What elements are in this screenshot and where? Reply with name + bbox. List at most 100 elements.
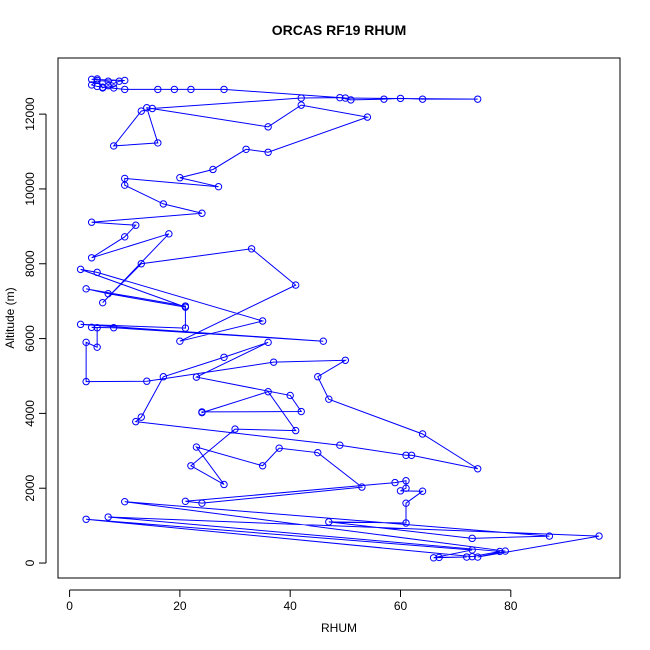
data-point — [198, 209, 206, 217]
data-point — [220, 353, 228, 361]
y-tick-label: 12000 — [23, 97, 37, 131]
data-point — [286, 391, 294, 400]
data-point — [76, 265, 85, 274]
data-point — [297, 407, 305, 416]
data-point — [121, 233, 129, 241]
data-point — [159, 373, 168, 381]
data-point — [341, 94, 350, 102]
data-point — [82, 377, 90, 386]
data-point — [402, 499, 410, 507]
x-tick-label: 80 — [504, 599, 518, 613]
data-point — [82, 285, 90, 293]
data-point — [407, 451, 416, 459]
data-point — [154, 85, 162, 94]
data-point — [496, 547, 504, 556]
data-point — [181, 324, 190, 332]
data-point — [87, 81, 96, 89]
data-point — [264, 148, 272, 156]
data-point — [336, 441, 344, 449]
data-point — [231, 425, 239, 433]
data-point — [258, 462, 267, 470]
data-point — [325, 395, 333, 403]
data-point — [121, 85, 129, 94]
y-tick-label: 2000 — [23, 475, 37, 502]
data-point — [292, 426, 300, 435]
data-point — [82, 338, 90, 347]
data-point — [501, 547, 509, 555]
data-point — [187, 462, 195, 470]
data-point — [314, 448, 322, 457]
data-point — [380, 95, 388, 103]
x-tick-label: 60 — [394, 599, 408, 613]
y-tick-label: 0 — [23, 559, 37, 566]
data-point — [325, 518, 333, 526]
data-point — [214, 182, 223, 191]
x-tick-label: 0 — [66, 599, 73, 613]
data-point — [391, 478, 399, 487]
data-point — [402, 484, 410, 492]
data-point — [209, 165, 217, 174]
data-point — [181, 303, 190, 311]
y-tick-label: 10000 — [23, 172, 37, 206]
data-point — [474, 553, 482, 561]
data-point — [93, 268, 101, 277]
data-point — [402, 477, 410, 485]
data-point — [192, 373, 201, 381]
data-point — [93, 343, 101, 351]
data-point — [336, 93, 344, 102]
data-point — [264, 338, 272, 347]
data-point — [187, 85, 195, 94]
x-tick-label: 20 — [173, 599, 187, 613]
data-point — [247, 245, 256, 253]
data-point — [297, 94, 305, 102]
data-point — [220, 85, 228, 94]
data-point — [595, 532, 603, 540]
data-point — [297, 101, 305, 109]
data-point — [170, 85, 179, 94]
data-point — [358, 483, 366, 491]
data-point — [137, 413, 145, 421]
data-point — [192, 443, 201, 451]
data-point — [110, 84, 118, 92]
y-tick-label: 6000 — [23, 325, 37, 352]
data-point — [110, 324, 118, 332]
data-point — [220, 480, 228, 489]
data-point — [154, 139, 162, 147]
data-point — [181, 497, 190, 506]
data-line — [80, 78, 600, 559]
data-point — [363, 113, 372, 121]
data-point — [545, 532, 554, 540]
data-point — [402, 451, 410, 459]
data-point — [87, 323, 96, 332]
y-tick-label: 4000 — [23, 400, 37, 427]
data-point — [104, 289, 112, 298]
data-point — [87, 75, 96, 84]
data-point — [269, 358, 278, 366]
data-point — [468, 534, 476, 543]
data-point — [402, 519, 410, 527]
data-point — [121, 76, 129, 85]
data-point — [132, 417, 140, 426]
data-point — [462, 553, 471, 561]
data-point — [258, 317, 267, 325]
data-point — [292, 281, 300, 289]
data-point — [87, 218, 96, 226]
data-point — [474, 465, 482, 473]
data-point — [429, 554, 438, 562]
data-point — [264, 387, 272, 396]
data-point — [341, 356, 350, 364]
plot-box — [57, 57, 621, 579]
data-point — [275, 444, 283, 452]
data-point — [418, 95, 427, 103]
data-point — [132, 221, 140, 229]
data-point — [121, 174, 129, 183]
data-point — [137, 107, 145, 115]
chart-title: ORCAS RF19 RHUM — [272, 22, 407, 38]
y-tick-label: 8000 — [23, 250, 37, 277]
data-point — [148, 104, 157, 113]
data-point — [418, 430, 427, 438]
data-point — [104, 513, 112, 521]
data-point — [159, 200, 168, 208]
